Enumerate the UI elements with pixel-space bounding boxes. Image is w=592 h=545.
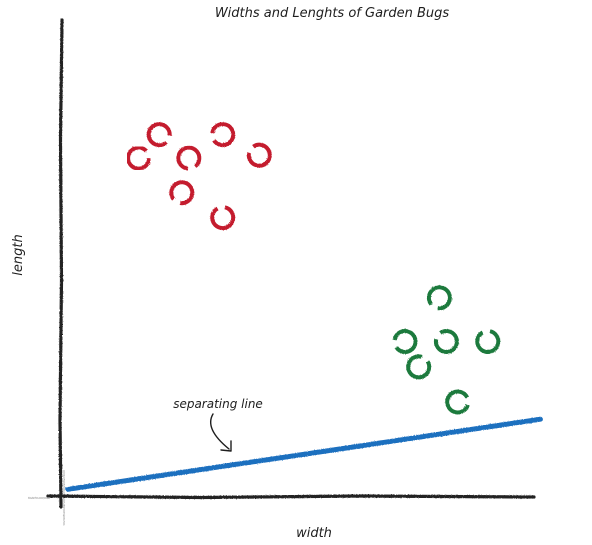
annotation-arrow — [210, 413, 232, 452]
data-point — [445, 389, 471, 415]
data-point — [246, 142, 272, 168]
data-point — [392, 329, 418, 354]
data-point — [210, 122, 236, 148]
data-point — [210, 205, 236, 231]
y-axis-label: length — [11, 234, 26, 275]
data-point — [146, 122, 172, 148]
data-point — [426, 285, 452, 311]
x-axis — [46, 494, 536, 500]
separating-line — [65, 416, 543, 492]
data-point — [126, 145, 152, 171]
x-axis-label: width — [296, 526, 332, 541]
axes — [28, 18, 536, 526]
chart-title: Widths and Lenghts of Garden Bugs — [215, 6, 450, 21]
data-point — [433, 329, 459, 354]
data-point — [406, 354, 432, 380]
separating-line-label: separating line — [173, 397, 263, 411]
data-point — [169, 180, 195, 206]
y-axis — [58, 18, 64, 509]
data-points — [126, 122, 501, 415]
data-point — [176, 145, 202, 171]
data-point — [475, 329, 501, 354]
